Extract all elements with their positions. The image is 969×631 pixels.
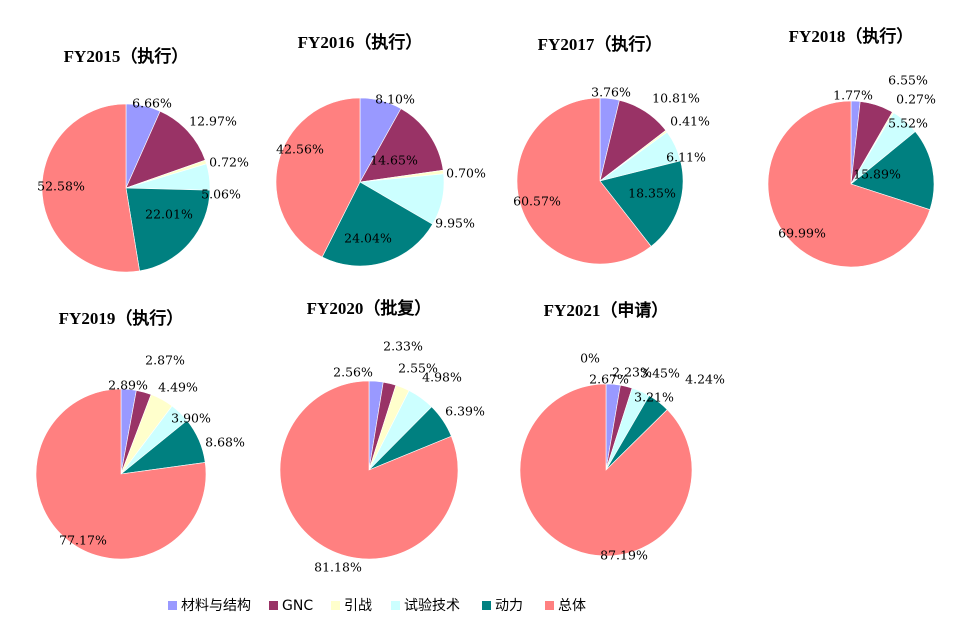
data-label: 5.06%	[201, 187, 241, 202]
chart-title: FY2017（执行）	[538, 34, 663, 54]
data-label: 8.68%	[205, 435, 245, 450]
pie-slice	[275, 97, 361, 258]
chart-title: FY2015（执行）	[64, 46, 189, 66]
data-label: 2.33%	[383, 339, 423, 354]
data-label: 22.01%	[145, 207, 193, 222]
pie-chart-1: FY2015（执行） 6.66% 12.97% 0.72% 5.06% 22.01% 52.…	[37, 46, 249, 273]
data-label: 0%	[580, 351, 600, 366]
data-label: 6.11%	[666, 150, 706, 165]
legend-swatch	[269, 601, 278, 610]
data-label: 0.70%	[446, 166, 486, 181]
legend-item: 总体	[545, 598, 586, 614]
data-label: 69.99%	[778, 226, 826, 241]
data-label: 15.89%	[853, 167, 901, 182]
data-label: 14.65%	[370, 153, 418, 168]
pie-slice	[279, 380, 459, 560]
pie-chart-3: FY2017（执行） 3.76% 10.81% 0.41% 6.11% 18.35% 60.…	[513, 34, 710, 265]
data-label: 87.19%	[600, 548, 648, 563]
pie-chart-7: FY2021（申请） 2.67%2.23% 0% 3.45% 4.24% 87.19% 3.…	[519, 300, 725, 563]
pie-slice	[850, 131, 935, 211]
pie-slice	[125, 110, 206, 189]
data-label: 3.76%	[591, 85, 631, 100]
data-label: 2.89%	[108, 378, 148, 393]
legend-swatch	[391, 601, 400, 610]
data-label: 0.72%	[209, 155, 249, 170]
data-label: 0.27%	[896, 92, 936, 107]
pie-slice	[321, 181, 433, 267]
pie-slice	[516, 97, 652, 265]
pie-chart-2: FY2016（执行） 8.10% 14.65% 0.70% 9.95% 24.04% 42.…	[275, 32, 486, 267]
legend-label: 动力	[495, 598, 523, 614]
pie-slice	[599, 160, 684, 247]
data-label: 81.18%	[314, 560, 362, 575]
pie-slice	[359, 108, 444, 183]
data-label: 3.21%	[634, 390, 674, 405]
legend-item: 材料与结构	[168, 598, 251, 614]
chart-title: FY2021（申请）	[544, 300, 669, 320]
pie-slice	[519, 383, 693, 557]
data-label: 6.55%	[888, 73, 928, 88]
data-label: 24.04%	[344, 231, 392, 246]
data-label: 2.55%	[398, 361, 438, 376]
legend-item: 试验技术	[391, 598, 460, 614]
pie-slice	[125, 187, 211, 272]
data-label: 4.49%	[158, 380, 198, 395]
data-label: 3.45%	[640, 366, 680, 381]
legend-label: 材料与结构	[181, 598, 251, 614]
data-label: 12.97%	[189, 114, 237, 129]
pie-chart-6: FY2020（批复） 2.56% 2.33% 2.55%4.98% 6.39% 81.18…	[279, 298, 485, 575]
data-label: 8.10%	[375, 92, 415, 107]
legend-item: 引战	[331, 598, 372, 614]
legend-swatch	[331, 601, 340, 610]
data-label: 5.52%	[888, 116, 928, 131]
data-label: 2.67%	[589, 372, 629, 387]
data-label: 2.23%	[612, 365, 652, 380]
chart-title: FY2020（批复）	[307, 298, 432, 318]
pie-slice	[41, 103, 140, 273]
legend-label: 总体	[558, 598, 586, 614]
pie-slice	[35, 388, 207, 560]
data-label: 60.57%	[513, 194, 561, 209]
legend-label: 引战	[344, 598, 372, 614]
legend-item: 动力	[482, 598, 523, 614]
data-label: 1.77%	[833, 88, 873, 103]
data-label: 18.35%	[628, 186, 676, 201]
data-label: 6.39%	[445, 404, 485, 419]
data-label: 2.87%	[145, 353, 185, 368]
data-label: 10.81%	[652, 91, 700, 106]
data-label: 42.56%	[276, 142, 324, 157]
legend-swatch	[482, 601, 491, 610]
data-label: 2.56%	[333, 365, 373, 380]
pie-chart-5: FY2019（执行） 2.89% 2.87% 4.49% 3.90% 8.68% 77.17…	[35, 308, 245, 560]
legend: 材料与结构 GNC 引战 试验技术 动力 总体	[168, 598, 586, 614]
legend-label: GNC	[282, 598, 313, 614]
data-label: 9.95%	[435, 216, 475, 231]
pie-chart-4: FY2018（执行） 1.77% 6.55% 0.27% 5.52% 15.89% 69.9…	[767, 26, 936, 268]
legend-swatch	[168, 601, 177, 610]
data-label: 6.66%	[132, 96, 172, 111]
legend-label: 试验技术	[404, 598, 460, 614]
pie-charts: FY2015（执行） 6.66% 12.97% 0.72% 5.06% 22.01% 52.…	[35, 26, 936, 575]
chart-title: FY2019（执行）	[59, 308, 184, 328]
legend-item: GNC	[269, 598, 313, 614]
data-label: 52.58%	[37, 179, 85, 194]
pie-slice	[767, 100, 931, 268]
data-label: 4.24%	[685, 372, 725, 387]
legend-swatch	[545, 601, 554, 610]
chart-title: FY2018（执行）	[789, 26, 914, 46]
data-label: 77.17%	[59, 533, 107, 548]
data-label: 0.41%	[670, 114, 710, 129]
data-label: 3.90%	[171, 411, 211, 426]
chart-title: FY2016（执行）	[298, 32, 423, 52]
data-label: 4.98%	[422, 370, 462, 385]
